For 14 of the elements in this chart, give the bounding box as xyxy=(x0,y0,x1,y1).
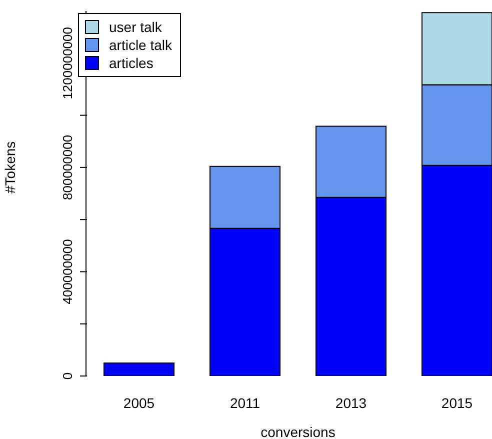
x-tick-label: 2005 xyxy=(123,394,155,411)
x-tick-label: 2011 xyxy=(230,394,260,411)
x-axis-title: conversions xyxy=(260,424,336,439)
bar xyxy=(104,362,174,376)
x-tick-label: 2015 xyxy=(441,394,473,411)
y-tick-label: 0 xyxy=(60,372,75,380)
legend-label: articles xyxy=(109,54,154,72)
y-tick-label: 800000000 xyxy=(60,134,75,200)
legend-label: user talk xyxy=(109,18,162,36)
y-tick-label: 1200000000 xyxy=(60,26,75,100)
legend-label: article talk xyxy=(109,36,172,54)
x-tick-label: 2013 xyxy=(335,394,367,411)
y-axis-title: #Tokens xyxy=(2,141,18,194)
y-tick-label: 400000000 xyxy=(60,239,75,304)
